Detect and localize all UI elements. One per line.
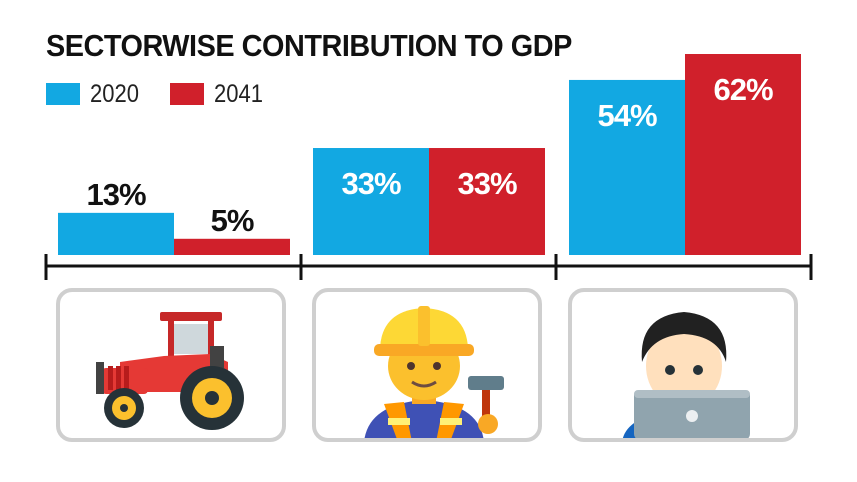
legend-swatch-2020 bbox=[46, 83, 80, 105]
bar-2020-agriculture bbox=[58, 212, 174, 255]
bar-label-2041-agriculture: 5% bbox=[211, 203, 254, 238]
bar-2020-industry bbox=[313, 148, 429, 255]
construction-worker-icon bbox=[364, 306, 504, 438]
chart-title: SECTORWISE CONTRIBUTION TO GDP bbox=[46, 28, 572, 63]
bar-2041-industry bbox=[429, 148, 545, 255]
legend-label-2041: 2041 bbox=[213, 79, 263, 108]
bar-label-2020-services: 54% bbox=[597, 98, 656, 133]
bar-labels-group: 13% 5% 33% 33% 54% 62% bbox=[86, 72, 773, 238]
bar-2041-services bbox=[685, 54, 801, 255]
services-card bbox=[568, 288, 798, 442]
bar-label-2041-services: 62% bbox=[713, 72, 772, 107]
bar-label-2020-industry: 33% bbox=[341, 166, 400, 201]
legend-item-2020: 2020 bbox=[46, 80, 146, 109]
legend: 2020 2041 bbox=[46, 80, 293, 108]
bars-group bbox=[58, 54, 801, 255]
legend-label-2020: 2020 bbox=[90, 79, 139, 108]
technologist-icon bbox=[623, 312, 750, 438]
agriculture-card bbox=[56, 288, 286, 442]
bar-label-2020-agriculture: 13% bbox=[86, 177, 145, 212]
industry-card bbox=[312, 288, 542, 442]
tractor-icon bbox=[96, 312, 244, 430]
legend-item-2041: 2041 bbox=[169, 79, 270, 109]
bar-label-2041-industry: 33% bbox=[457, 166, 516, 201]
x-axis bbox=[44, 254, 813, 280]
bar-2020-services bbox=[569, 79, 685, 255]
bar-chart: 13% 5% 33% 33% 54% 62% bbox=[44, 54, 813, 280]
legend-swatch-2041 bbox=[169, 83, 204, 105]
bar-2041-agriculture bbox=[174, 238, 290, 255]
